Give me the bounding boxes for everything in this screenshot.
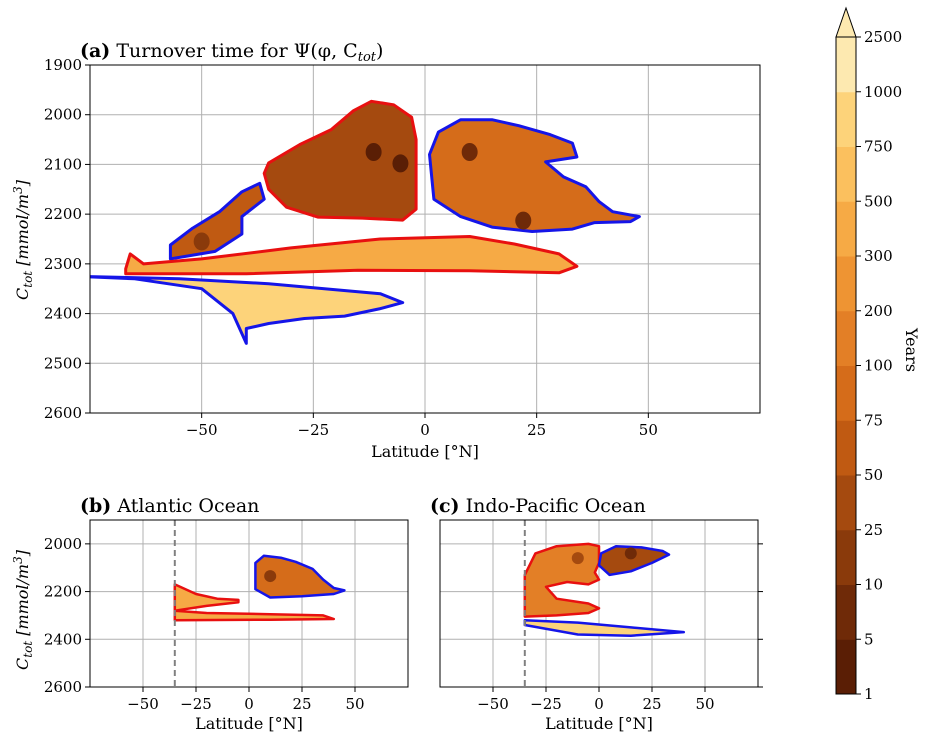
southern-hemisphere-cell-core [365,143,382,161]
colorbar-tick-label: 50 [864,466,883,484]
colorbar-label: Years [902,327,921,372]
panel-b-regions [173,554,346,622]
y-tick-label: 2200 [44,205,82,223]
colorbar-cell [836,256,856,312]
colorbar-extend-arrow [835,6,857,38]
x-tick-label: 25 [527,421,546,439]
panel-c-regions [523,542,686,637]
colorbar-cell [836,529,856,585]
x-tick-label: −25 [298,421,330,439]
indopacific-south-cell-core [571,552,584,565]
x-tick-label: 0 [594,695,604,713]
x-tick-label: 0 [420,421,430,439]
x-tick-label: 25 [292,695,311,713]
colorbar-cells [836,37,856,695]
x-tick-label: 50 [695,695,714,713]
colorbar-tick-label: 100 [864,357,893,375]
panel-c-x-label: Latitude [°N] [545,714,653,733]
y-tick-label: 2400 [44,630,82,648]
atlantic-north-cell [254,554,346,599]
panel-b: (b) Atlantic Ocean −50 −25 0 25 50 200022002… [11,495,409,733]
panel-b-y-label: Ctot [mmol/m3] [11,549,35,670]
atlantic-north-cell-core [264,570,277,583]
colorbar-cell [836,639,856,695]
colorbar-tick-label: 300 [864,247,893,265]
northern-hemisphere-cell-core [515,211,532,230]
x-tick-label: 25 [642,695,661,713]
southern-hemisphere-cell [262,99,418,222]
southern-intermediate-cell-core [193,232,210,251]
panel-a-y-ticks: 1900 2000 2100 2200 2300 2400 2500 2600 [44,56,90,422]
x-tick-label: −25 [180,695,212,713]
colorbar-tick-label: 25 [864,521,883,539]
colorbar-tick-label: 500 [864,192,893,210]
y-tick-label: 2600 [44,678,82,696]
panel-c: (c) Indo-Pacific Ocean −50 −25 0 25 50 Latit… [430,495,763,733]
colorbar-tick-label: 1000 [864,83,902,101]
y-tick-label: 2100 [44,155,82,173]
colorbar-tick-label: 5 [864,630,874,648]
panel-c-title: (c) Indo-Pacific Ocean [430,495,646,517]
colorbar-cell [836,91,856,147]
panel-a-y-label: Ctot [mmol/m3] [11,179,35,300]
panel-b-grid [90,520,408,688]
panel-b-x-ticks: −50 −25 0 25 50 [127,687,365,713]
y-tick-label: 2000 [44,535,82,553]
x-tick-label: −25 [530,695,562,713]
x-tick-label: 50 [639,421,658,439]
deep-return-cell [90,275,405,345]
indopacific-north-cell-core [624,547,637,560]
panel-a-title: (a) Turnover time for Ψ(φ, Ctot) [80,40,383,65]
panel-a: (a) Turnover time for Ψ(φ, Ctot) −50 −25 0… [11,40,761,461]
indopacific-south-cell [523,542,601,618]
colorbar-tick-label: 75 [864,411,883,429]
subtropical-shallow-cell [124,235,579,276]
y-tick-label: 2600 [44,404,82,422]
x-tick-label: −50 [127,695,159,713]
panel-a-x-ticks: −50 −25 0 25 50 [186,413,658,439]
panel-a-x-label: Latitude [°N] [371,442,479,461]
y-tick-label: 2400 [44,305,82,323]
x-tick-label: 0 [244,695,254,713]
y-tick-label: 2500 [44,354,82,372]
southern-hemisphere-cell-core [392,154,409,173]
y-tick-label: 2200 [44,583,82,601]
southern-intermediate-cell [168,181,266,261]
x-tick-label: 50 [345,695,364,713]
colorbar-cell [836,365,856,421]
colorbar-tick-label: 10 [864,576,883,594]
colorbar-cell [836,146,856,202]
panel-b-title: (b) Atlantic Ocean [80,495,259,517]
x-tick-label: −50 [477,695,509,713]
panel-b-x-label: Latitude [°N] [195,714,303,733]
panel-c-x-ticks: −50 −25 0 25 50 [477,687,715,713]
colorbar-cell [836,310,856,366]
x-tick-label: −50 [186,421,218,439]
colorbar-cell [836,475,856,531]
colorbar-cell [836,37,856,93]
atlantic-shallow-cell [173,583,336,622]
y-tick-label: 2000 [44,106,82,124]
colorbar-tick-label: 750 [864,138,893,156]
y-tick-label: 2300 [44,255,82,273]
y-tick-label: 1900 [44,56,82,74]
colorbar-cell [836,420,856,476]
panel-b-y-ticks: 2000 2200 2400 2600 [44,535,90,696]
northern-hemisphere-cell [428,118,641,233]
colorbar-tick-label: 2500 [864,28,902,46]
colorbar-ticks: 1 5 10 25 50 75 100 200 300 500 750 1000 2500 [856,28,902,703]
indopacific-deep-cell [523,618,686,637]
colorbar: 1 5 10 25 50 75 100 200 300 500 750 1000 2500 Years [835,6,921,703]
colorbar-cell [836,584,856,640]
northern-hemisphere-cell-core [461,143,478,161]
colorbar-tick-label: 200 [864,302,893,320]
colorbar-tick-label: 1 [864,685,874,703]
panel-c-y-ticks [758,543,763,688]
panel-a-regions [90,99,641,345]
colorbar-cell [836,201,856,257]
indopacific-north-cell [597,544,671,577]
